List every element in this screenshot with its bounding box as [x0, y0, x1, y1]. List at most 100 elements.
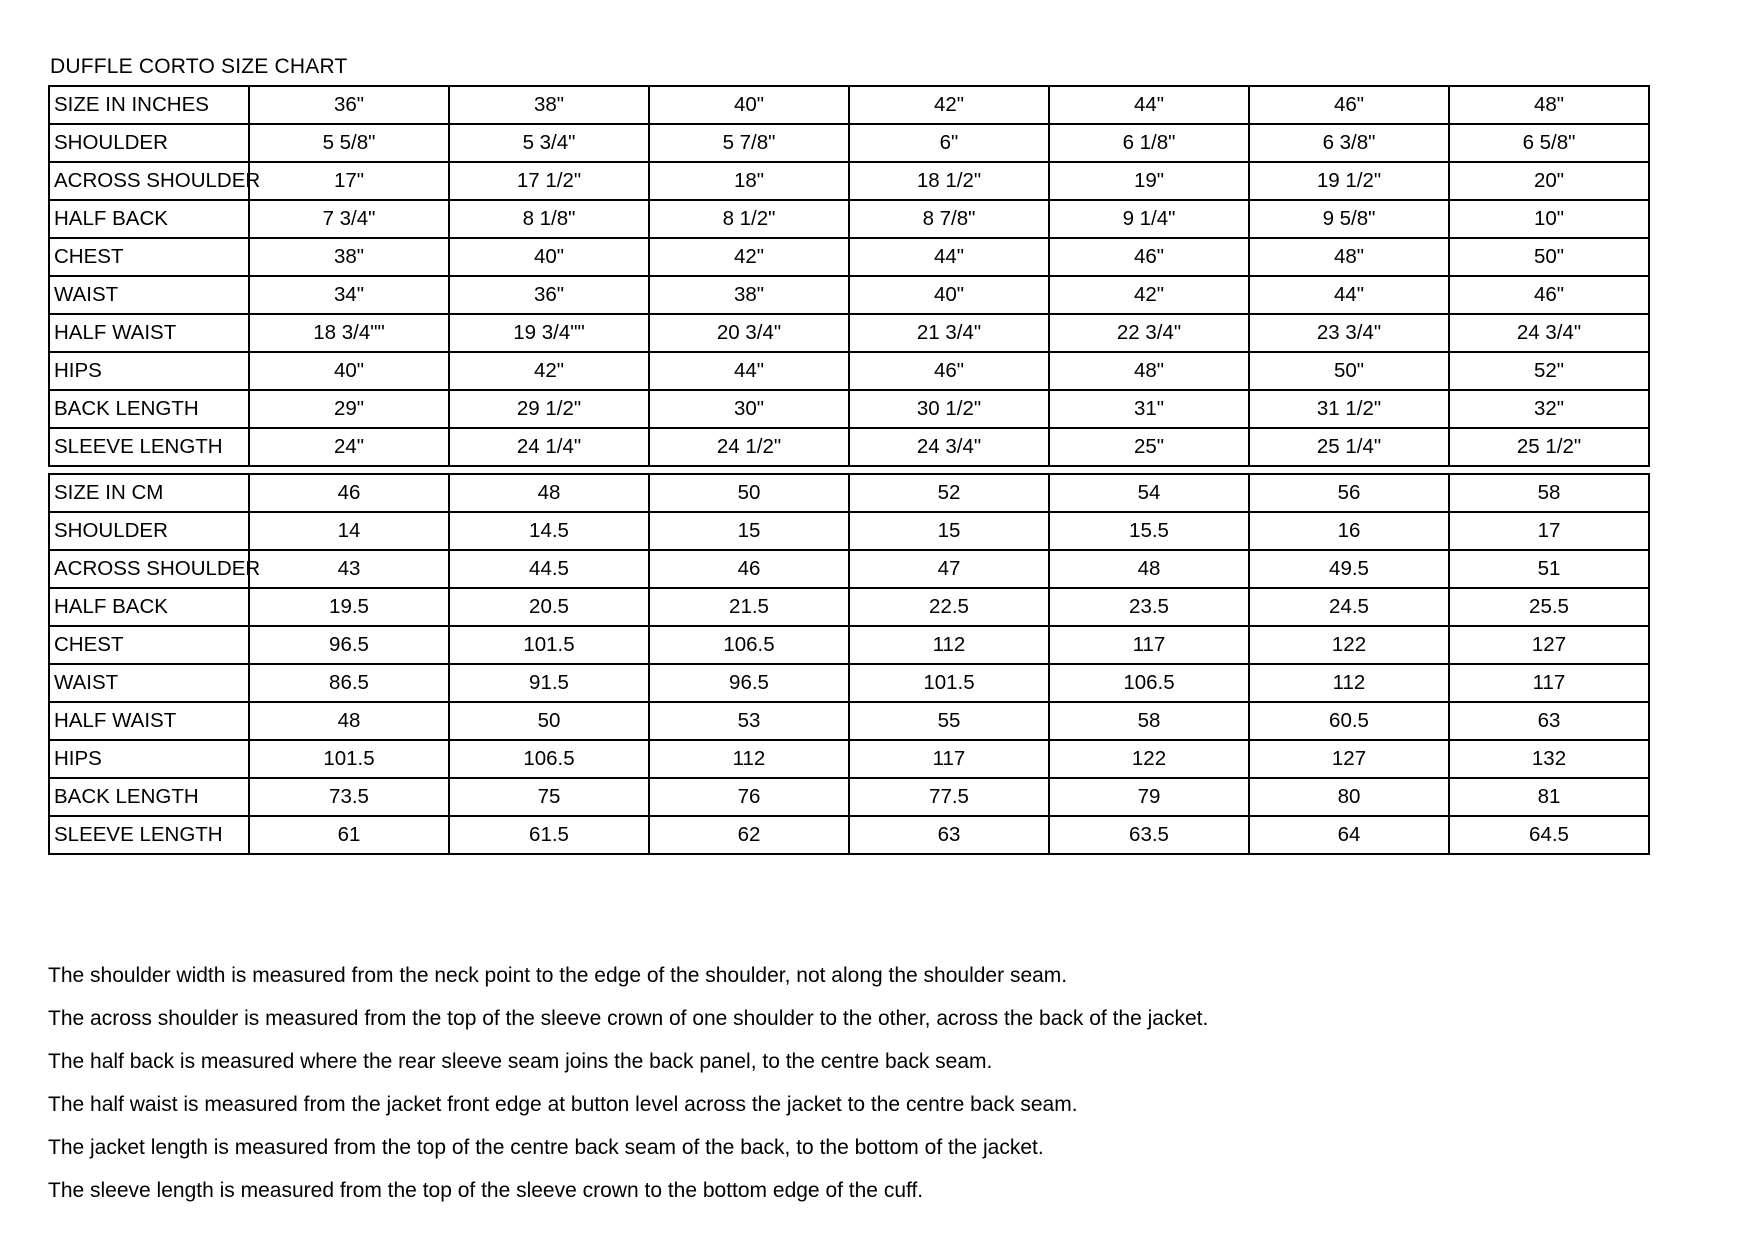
cm-cell: 46 [648, 549, 850, 589]
table-row: SIZE IN CM 46 48 50 52 54 56 58 [48, 473, 1650, 513]
table-row: SLEEVE LENGTH 24" 24 1/4" 24 1/2" 24 3/4" 25"… [48, 427, 1650, 467]
table-row: SIZE IN INCHES 36" 38" 40" 42" 44" 46" 48" [48, 85, 1650, 125]
cm-row-label: WAIST [48, 663, 250, 703]
cm-cell: 58 [1448, 473, 1650, 513]
inches-cell: 18 1/2" [848, 161, 1050, 201]
cm-cell: 61 [248, 815, 450, 855]
inches-cell: 20 3/4" [648, 313, 850, 353]
cm-cell: 101.5 [448, 625, 650, 665]
cm-cell: 22.5 [848, 587, 1050, 627]
inches-cell: 5 3/4" [448, 123, 650, 163]
cm-cell: 48 [448, 473, 650, 513]
cm-row-label: SIZE IN CM [48, 473, 250, 513]
inches-cell: 38" [448, 85, 650, 125]
inches-row-label: ACROSS SHOULDER [48, 161, 260, 201]
cm-cell: 47 [848, 549, 1050, 589]
cm-cell: 117 [1048, 625, 1250, 665]
inches-row-label: CHEST [48, 237, 250, 277]
inches-row-label: BACK LENGTH [48, 389, 250, 429]
inches-cell: 32" [1448, 389, 1650, 429]
inches-cell: 42" [448, 351, 650, 391]
cm-cell: 117 [1448, 663, 1650, 703]
inches-row-label: SHOULDER [48, 123, 250, 163]
inches-cell: 46" [848, 351, 1050, 391]
inches-cell: 48" [1048, 351, 1250, 391]
inches-row-label: HALF WAIST [48, 313, 250, 353]
inches-cell: 8 7/8" [848, 199, 1050, 239]
cm-cell: 54 [1048, 473, 1250, 513]
table-row: CHEST 38" 40" 42" 44" 46" 48" 50" [48, 237, 1650, 277]
cm-cell: 21.5 [648, 587, 850, 627]
inches-cell: 24" [248, 427, 450, 467]
table-row: CHEST 96.5 101.5 106.5 112 117 122 127 [48, 625, 1650, 665]
table-row: ACROSS SHOULDER 17" 17 1/2" 18" 18 1/2" 19" 19… [48, 161, 1650, 201]
inches-cell: 10" [1448, 199, 1650, 239]
inches-measurements-table: SIZE IN INCHES 36" 38" 40" 42" 44" 46" 48" SHOUL… [48, 85, 1650, 467]
cm-cell: 86.5 [248, 663, 450, 703]
cm-cell: 122 [1048, 739, 1250, 779]
inches-cell: 17 1/2" [448, 161, 650, 201]
inches-cell: 21 3/4" [848, 313, 1050, 353]
table-row: ACROSS SHOULDER 43 44.5 46 47 48 49.5 51 [48, 549, 1650, 589]
inches-cell: 20" [1448, 161, 1650, 201]
cm-cell: 75 [448, 777, 650, 817]
cm-cell: 106.5 [1048, 663, 1250, 703]
note-line: The jacket length is measured from the t… [48, 1136, 1044, 1159]
inches-cell: 40" [248, 351, 450, 391]
cm-cell: 106.5 [448, 739, 650, 779]
inches-cell: 6" [848, 123, 1050, 163]
cm-cell: 127 [1248, 739, 1450, 779]
inches-cell: 38" [648, 275, 850, 315]
inches-cell: 23 3/4" [1248, 313, 1450, 353]
inches-cell: 40" [848, 275, 1050, 315]
table-row: WAIST 34" 36" 38" 40" 42" 44" 46" [48, 275, 1650, 315]
inches-row-label: HALF BACK [48, 199, 250, 239]
table-row: HALF BACK 19.5 20.5 21.5 22.5 23.5 24.5 25.5 [48, 587, 1650, 627]
cm-cell: 101.5 [848, 663, 1050, 703]
cm-cell: 51 [1448, 549, 1650, 589]
inches-row-label: HIPS [48, 351, 250, 391]
inches-cell: 7 3/4" [248, 199, 450, 239]
cm-cell: 49.5 [1248, 549, 1450, 589]
inches-cell: 40" [648, 85, 850, 125]
cm-cell: 14.5 [448, 511, 650, 551]
table-row: WAIST 86.5 91.5 96.5 101.5 106.5 112 117 [48, 663, 1650, 703]
inches-cell: 48" [1448, 85, 1650, 125]
inches-cell: 6 1/8" [1048, 123, 1250, 163]
inches-cell: 18" [648, 161, 850, 201]
table-row: HALF WAIST 18 3/4"" 19 3/4"" 20 3/4" 21 3/4"… [48, 313, 1650, 353]
cm-cell: 101.5 [248, 739, 450, 779]
inches-row-label: WAIST [48, 275, 250, 315]
cm-cell: 48 [248, 701, 450, 741]
cm-cell: 96.5 [248, 625, 450, 665]
inches-cell: 48" [1248, 237, 1450, 277]
inches-cell: 19" [1048, 161, 1250, 201]
inches-cell: 5 5/8" [248, 123, 450, 163]
table-row: BACK LENGTH 73.5 75 76 77.5 79 80 81 [48, 777, 1650, 817]
cm-cell: 20.5 [448, 587, 650, 627]
inches-cell: 25" [1048, 427, 1250, 467]
inches-cell: 17" [248, 161, 450, 201]
inches-cell: 46" [1248, 85, 1450, 125]
table-row: HALF BACK 7 3/4" 8 1/8" 8 1/2" 8 7/8" 9 1/4" 9… [48, 199, 1650, 239]
cm-cell: 64.5 [1448, 815, 1650, 855]
inches-cell: 52" [1448, 351, 1650, 391]
cm-cell: 55 [848, 701, 1050, 741]
note-line: The shoulder width is measured from the … [48, 964, 1068, 987]
inches-cell: 9 1/4" [1048, 199, 1250, 239]
inches-cell: 50" [1248, 351, 1450, 391]
note-line: The sleeve length is measured from the t… [48, 1179, 924, 1202]
cm-cell: 58 [1048, 701, 1250, 741]
inches-cell: 40" [448, 237, 650, 277]
cm-cell: 15 [648, 511, 850, 551]
table-row: HALF WAIST 48 50 53 55 58 60.5 63 [48, 701, 1650, 741]
cm-cell: 96.5 [648, 663, 850, 703]
inches-cell: 8 1/2" [648, 199, 850, 239]
cm-row-label: HIPS [48, 739, 250, 779]
table-row: SHOULDER 5 5/8" 5 3/4" 5 7/8" 6" 6 1/8" 6 3/8"… [48, 123, 1650, 163]
inches-cell: 31" [1048, 389, 1250, 429]
measurement-notes: The shoulder width is measured from the … [48, 965, 1688, 1223]
cm-cell: 106.5 [648, 625, 850, 665]
cm-cell: 112 [848, 625, 1050, 665]
inches-cell: 36" [248, 85, 450, 125]
